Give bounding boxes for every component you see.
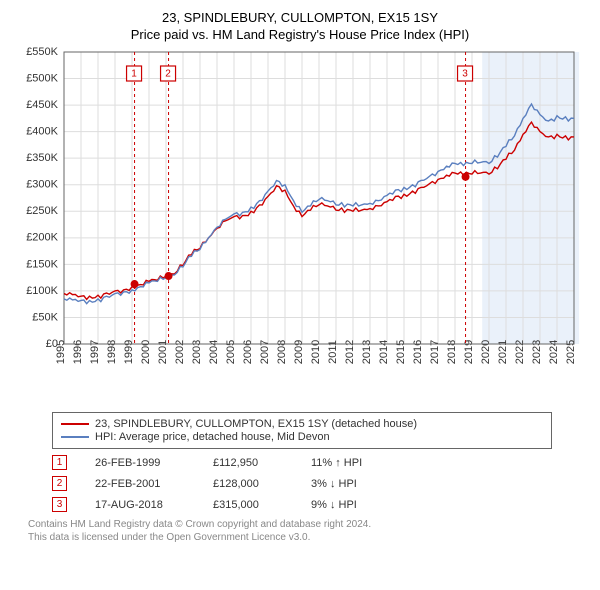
transaction-date: 22-FEB-2001 xyxy=(95,478,185,490)
x-tick-label: 2021 xyxy=(497,340,509,364)
y-tick-label: £400K xyxy=(26,126,58,138)
footer: Contains HM Land Registry data © Crown c… xyxy=(28,518,586,544)
x-tick-label: 2025 xyxy=(565,340,577,364)
x-tick-label: 1999 xyxy=(123,340,135,364)
y-tick-label: £150K xyxy=(26,258,58,270)
event-dot xyxy=(165,272,173,280)
legend-swatch xyxy=(61,436,89,438)
transaction-row: 1 26-FEB-1999 £112,950 11% ↑ HPI xyxy=(52,455,586,470)
event-marker-number: 2 xyxy=(165,69,171,80)
event-dot xyxy=(131,280,139,288)
legend-row: 23, SPINDLEBURY, CULLOMPTON, EX15 1SY (d… xyxy=(61,418,543,430)
event-marker-number: 3 xyxy=(462,69,468,80)
x-tick-label: 2009 xyxy=(293,340,305,364)
event-marker-number: 1 xyxy=(131,69,137,80)
y-tick-label: £350K xyxy=(26,152,58,164)
transaction-row: 3 17-AUG-2018 £315,000 9% ↓ HPI xyxy=(52,497,586,512)
transaction-date: 17-AUG-2018 xyxy=(95,499,185,511)
x-tick-label: 2016 xyxy=(412,340,424,364)
event-dot xyxy=(462,173,470,181)
x-tick-label: 2023 xyxy=(531,340,543,364)
x-tick-label: 2012 xyxy=(344,340,356,364)
x-tick-label: 2020 xyxy=(480,340,492,364)
transactions-table: 1 26-FEB-1999 £112,950 11% ↑ HPI 2 22-FEB-200… xyxy=(52,455,586,512)
x-tick-label: 2006 xyxy=(242,340,254,364)
transaction-delta: 9% ↓ HPI xyxy=(311,499,401,511)
x-tick-label: 2018 xyxy=(446,340,458,364)
legend-label: 23, SPINDLEBURY, CULLOMPTON, EX15 1SY (d… xyxy=(95,418,417,430)
title-subtitle: Price paid vs. HM Land Registry's House … xyxy=(14,27,586,42)
x-tick-label: 1996 xyxy=(72,340,84,364)
x-tick-label: 2003 xyxy=(191,340,203,364)
y-tick-label: £500K xyxy=(26,72,58,84)
root: 23, SPINDLEBURY, CULLOMPTON, EX15 1SY Pr… xyxy=(0,0,600,544)
transaction-delta: 3% ↓ HPI xyxy=(311,478,401,490)
transaction-date: 26-FEB-1999 xyxy=(95,457,185,469)
y-tick-label: £300K xyxy=(26,179,58,191)
x-tick-label: 2010 xyxy=(310,340,322,364)
x-tick-label: 2008 xyxy=(276,340,288,364)
y-tick-label: £250K xyxy=(26,205,58,217)
transaction-marker: 2 xyxy=(52,476,67,491)
legend-label: HPI: Average price, detached house, Mid … xyxy=(95,431,330,443)
transaction-price: £128,000 xyxy=(213,478,283,490)
x-tick-label: 2017 xyxy=(429,340,441,364)
x-tick-label: 2024 xyxy=(548,340,560,364)
x-tick-label: 1997 xyxy=(89,340,101,364)
x-tick-label: 1998 xyxy=(106,340,118,364)
y-tick-label: £550K xyxy=(26,46,58,58)
footer-line-2: This data is licensed under the Open Gov… xyxy=(28,531,586,544)
x-tick-label: 2019 xyxy=(463,340,475,364)
x-tick-label: 2002 xyxy=(174,340,186,364)
x-tick-label: 2022 xyxy=(514,340,526,364)
legend-swatch xyxy=(61,423,89,425)
y-tick-label: £200K xyxy=(26,232,58,244)
footer-line-1: Contains HM Land Registry data © Crown c… xyxy=(28,518,586,531)
x-tick-label: 2005 xyxy=(225,340,237,364)
title-block: 23, SPINDLEBURY, CULLOMPTON, EX15 1SY Pr… xyxy=(14,10,586,42)
price-chart: £0£50K£100K£150K£200K£250K£300K£350K£400… xyxy=(14,46,586,406)
x-tick-label: 2000 xyxy=(140,340,152,364)
x-tick-label: 1995 xyxy=(55,340,67,364)
x-tick-label: 2004 xyxy=(208,340,220,364)
y-tick-label: £450K xyxy=(26,99,58,111)
future-band xyxy=(482,52,579,344)
transaction-price: £112,950 xyxy=(213,457,283,469)
transaction-marker: 1 xyxy=(52,455,67,470)
y-tick-label: £100K xyxy=(26,285,58,297)
transaction-delta: 11% ↑ HPI xyxy=(311,457,401,469)
x-tick-label: 2015 xyxy=(395,340,407,364)
legend: 23, SPINDLEBURY, CULLOMPTON, EX15 1SY (d… xyxy=(52,412,552,449)
x-tick-label: 2014 xyxy=(378,340,390,364)
transaction-marker: 3 xyxy=(52,497,67,512)
transaction-price: £315,000 xyxy=(213,499,283,511)
title-address: 23, SPINDLEBURY, CULLOMPTON, EX15 1SY xyxy=(14,10,586,25)
y-tick-label: £50K xyxy=(32,311,58,323)
x-tick-label: 2001 xyxy=(157,340,169,364)
x-tick-label: 2007 xyxy=(259,340,271,364)
legend-row: HPI: Average price, detached house, Mid … xyxy=(61,431,543,443)
transaction-row: 2 22-FEB-2001 £128,000 3% ↓ HPI xyxy=(52,476,586,491)
x-tick-label: 2013 xyxy=(361,340,373,364)
